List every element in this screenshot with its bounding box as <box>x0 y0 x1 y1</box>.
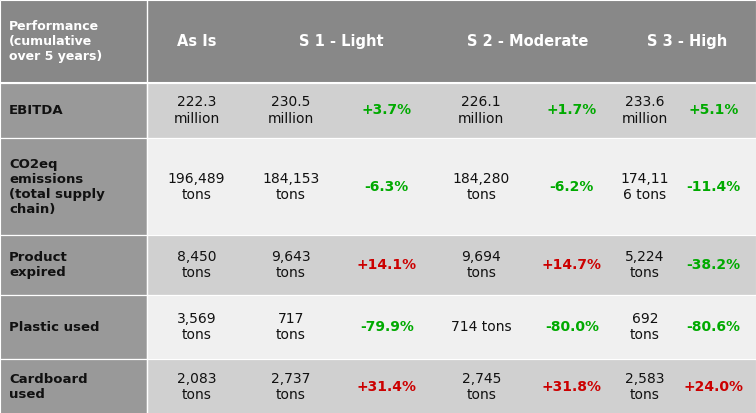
Text: -80.0%: -80.0% <box>545 320 599 334</box>
Text: +1.7%: +1.7% <box>547 104 597 117</box>
Text: 9,694
tons: 9,694 tons <box>461 250 501 280</box>
Text: EBITDA: EBITDA <box>9 104 64 117</box>
Text: 692
tons: 692 tons <box>630 312 660 342</box>
Text: 196,489
tons: 196,489 tons <box>168 172 225 202</box>
Text: 2,583
tons: 2,583 tons <box>625 372 665 402</box>
Text: Product
expired: Product expired <box>9 252 68 279</box>
Text: As Is: As Is <box>177 34 216 49</box>
Text: -38.2%: -38.2% <box>686 259 741 272</box>
Text: 8,450
tons: 8,450 tons <box>177 250 216 280</box>
Text: +31.8%: +31.8% <box>542 380 602 394</box>
Bar <box>0 0 756 83</box>
Text: 184,280
tons: 184,280 tons <box>453 172 510 202</box>
Bar <box>147 295 756 359</box>
Text: 2,083
tons: 2,083 tons <box>177 372 216 402</box>
Bar <box>0 235 147 295</box>
Text: S 1 - Light: S 1 - Light <box>299 34 383 49</box>
Text: -6.3%: -6.3% <box>364 180 409 194</box>
Text: -11.4%: -11.4% <box>686 180 741 194</box>
Text: +14.7%: +14.7% <box>542 259 602 272</box>
Text: S 3 - High: S 3 - High <box>647 34 727 49</box>
Text: 9,643
tons: 9,643 tons <box>271 250 311 280</box>
Text: -80.6%: -80.6% <box>686 320 741 334</box>
Text: 2,737
tons: 2,737 tons <box>271 372 311 402</box>
Text: +31.4%: +31.4% <box>357 380 417 394</box>
Text: 2,745
tons: 2,745 tons <box>461 372 501 402</box>
Text: -79.9%: -79.9% <box>360 320 414 334</box>
Bar <box>0 295 147 359</box>
Text: Performance
(cumulative
over 5 years): Performance (cumulative over 5 years) <box>9 20 102 63</box>
Text: Plastic used: Plastic used <box>9 321 100 334</box>
Text: 184,153
tons: 184,153 tons <box>262 172 320 202</box>
Bar <box>147 83 756 138</box>
Text: 3,569
tons: 3,569 tons <box>177 312 216 342</box>
Bar <box>147 359 756 413</box>
Bar <box>0 138 147 235</box>
Text: +14.1%: +14.1% <box>357 259 417 272</box>
Bar <box>0 83 147 138</box>
Text: 226.1
million: 226.1 million <box>458 95 504 126</box>
Text: +3.7%: +3.7% <box>361 104 412 117</box>
Text: -6.2%: -6.2% <box>550 180 594 194</box>
Text: Cardboard
used: Cardboard used <box>9 373 88 401</box>
Bar <box>0 359 147 413</box>
Bar <box>147 138 756 235</box>
Text: S 2 - Moderate: S 2 - Moderate <box>467 34 588 49</box>
Text: CO2eq
emissions
(total supply
chain): CO2eq emissions (total supply chain) <box>9 158 105 216</box>
Bar <box>147 235 756 295</box>
Text: 222.3
million: 222.3 million <box>173 95 220 126</box>
Text: 714 tons: 714 tons <box>451 320 512 334</box>
Text: +24.0%: +24.0% <box>683 380 744 394</box>
Text: 230.5
million: 230.5 million <box>268 95 314 126</box>
Text: 717
tons: 717 tons <box>276 312 306 342</box>
Text: 174,11
6 tons: 174,11 6 tons <box>621 172 669 202</box>
Text: 5,224
tons: 5,224 tons <box>625 250 665 280</box>
Text: 233.6
million: 233.6 million <box>621 95 668 126</box>
Text: +5.1%: +5.1% <box>689 104 739 117</box>
